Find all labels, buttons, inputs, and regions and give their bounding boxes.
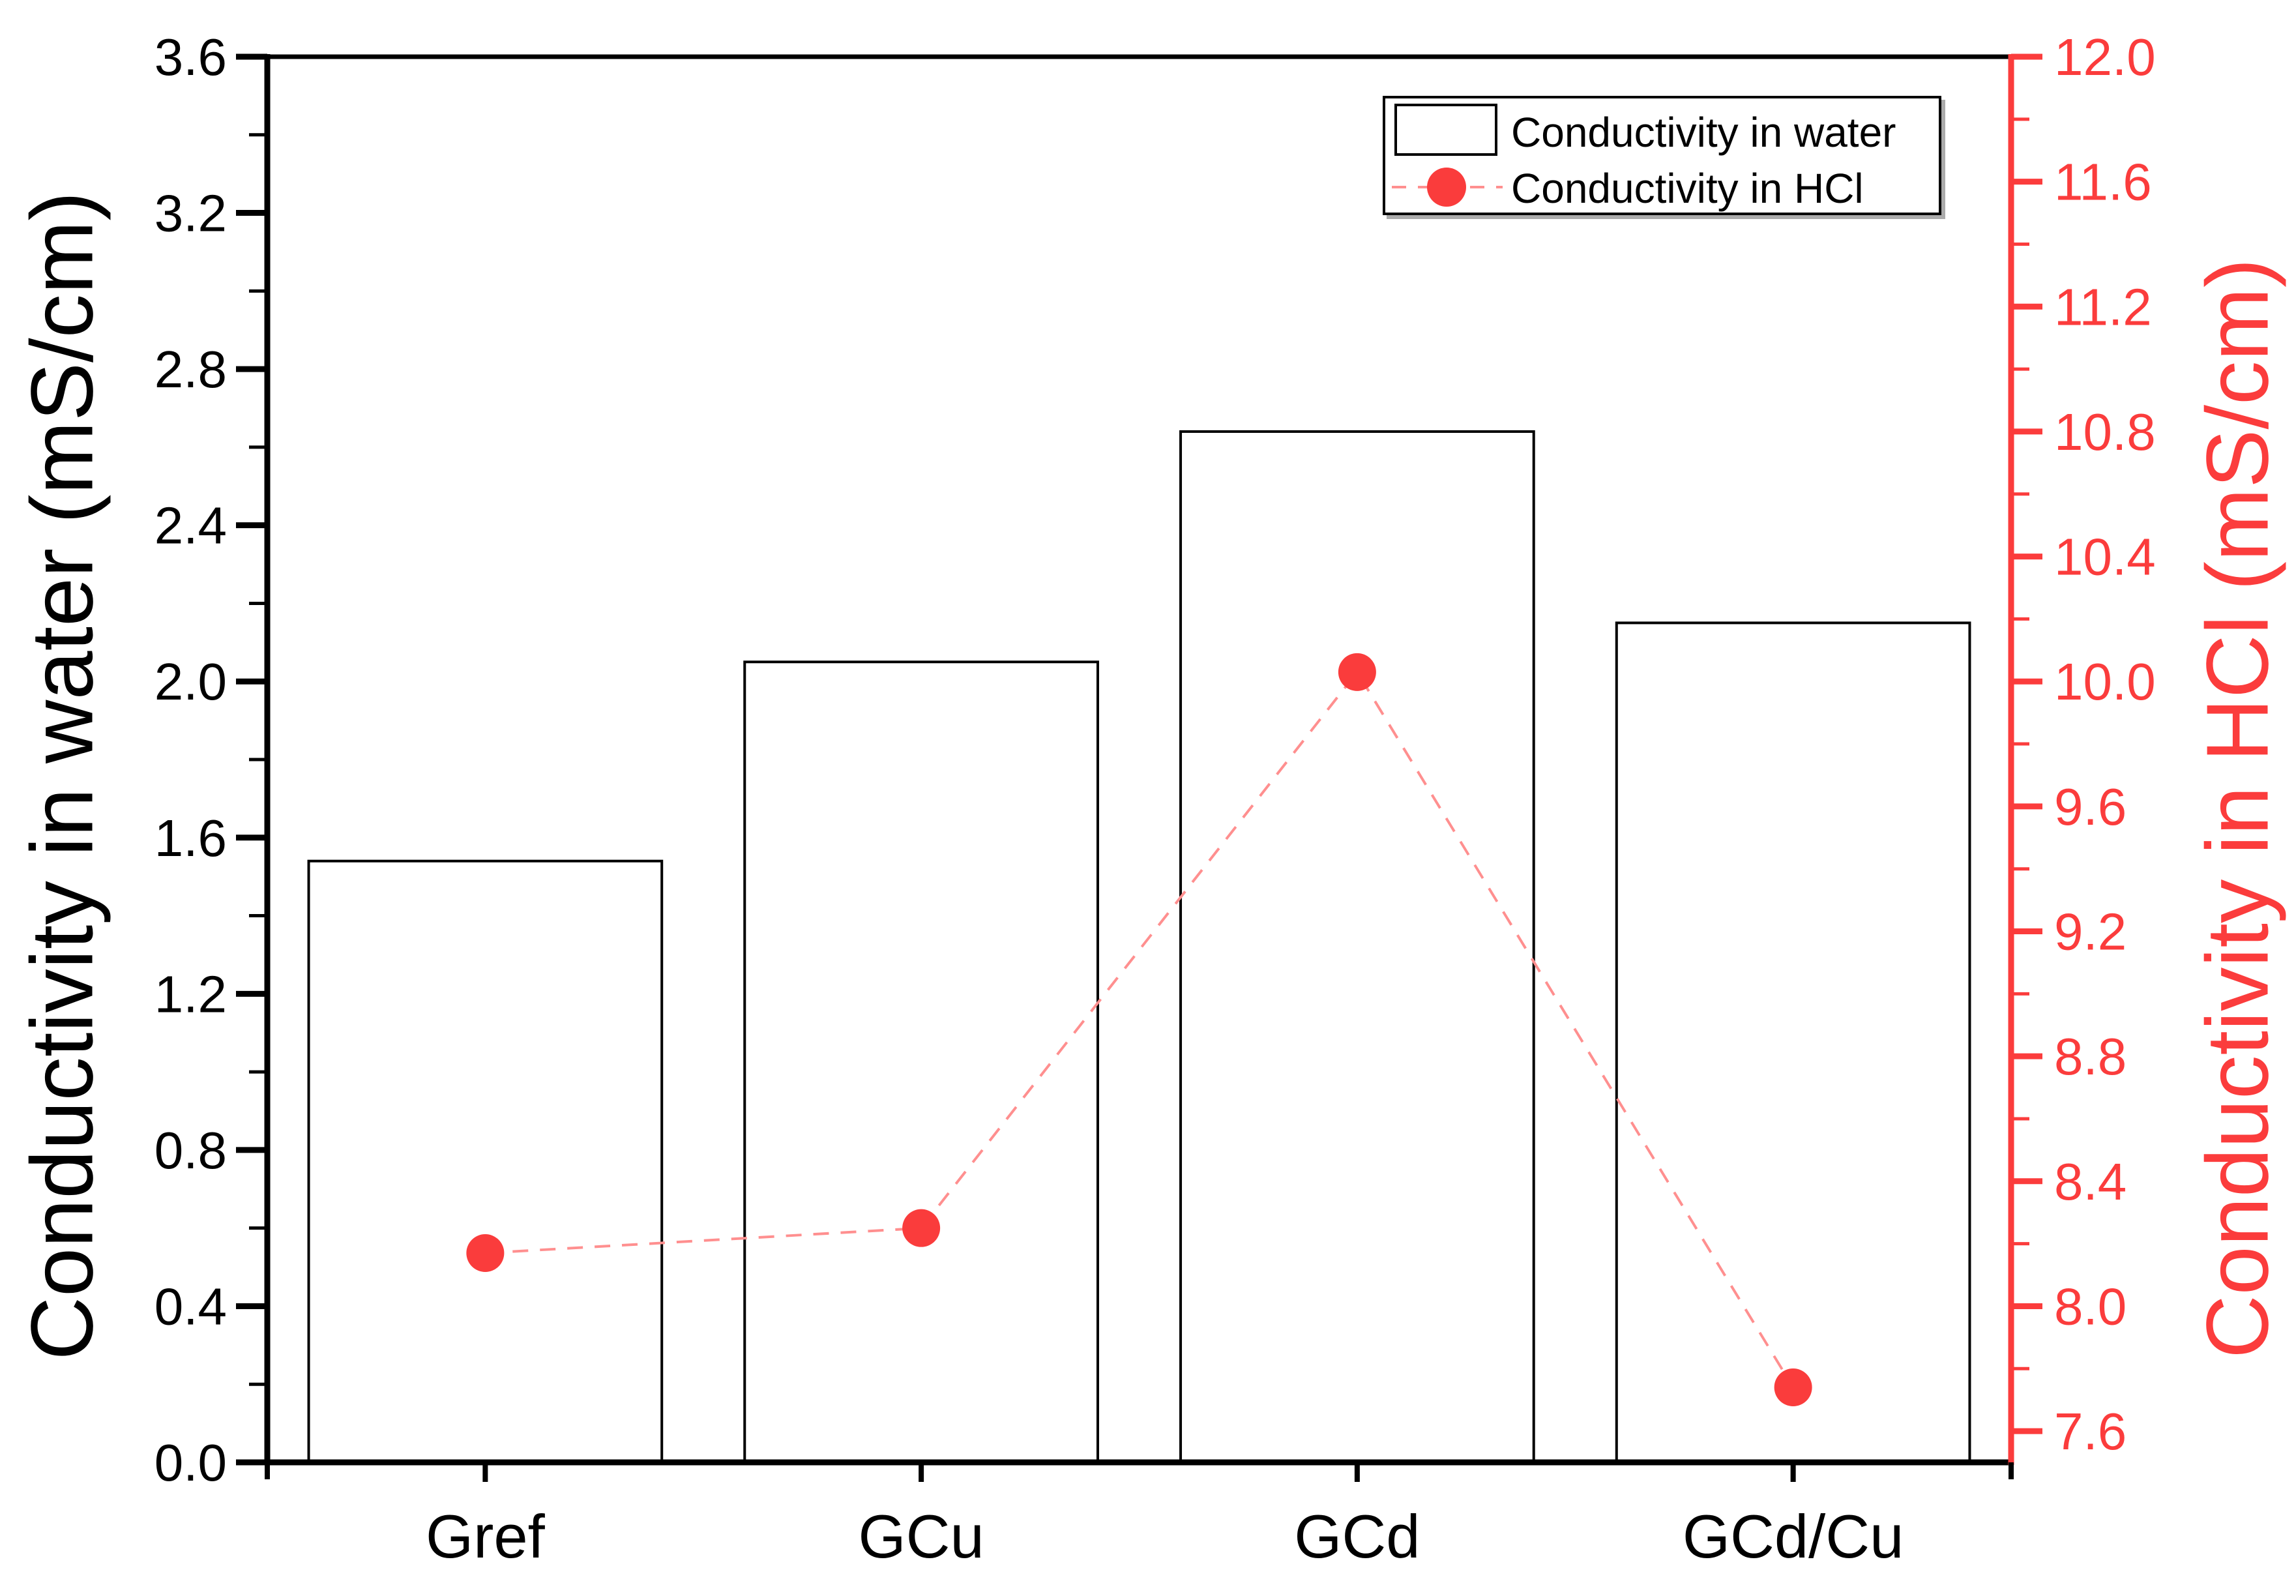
x-category-label-Gref: Gref — [426, 1502, 546, 1571]
left-tick-label: 2.0 — [155, 653, 227, 711]
bar-GCd — [1179, 430, 1535, 1464]
right-axis-title: Conductivity in HCl (mS/cm) — [2188, 258, 2287, 1359]
hcl-marker-GCu — [902, 1209, 941, 1247]
bar-GCu — [743, 660, 1099, 1464]
bar-GCd/Cu — [1615, 621, 1971, 1464]
legend-swatch-water-bar — [1394, 104, 1497, 156]
right-tick-label: 8.8 — [2054, 1027, 2127, 1086]
left-tick-label: 0.8 — [155, 1121, 227, 1179]
right-tick-label: 10.4 — [2054, 528, 2156, 586]
left-tick-label: 2.8 — [155, 340, 227, 398]
hcl-marker-GCd/Cu — [1774, 1368, 1812, 1407]
left-tick-label: 3.2 — [155, 185, 227, 243]
right-tick-label: 11.2 — [2054, 278, 2152, 336]
left-tick-label: 0.0 — [155, 1434, 227, 1492]
hcl-marker-GCd — [1338, 653, 1376, 691]
x-category-label-GCd: GCd — [1294, 1502, 1420, 1571]
legend-marker-hcl-icon — [1427, 168, 1466, 207]
left-tick-label: 2.4 — [155, 497, 227, 555]
x-category-label-GCu: GCu — [858, 1502, 984, 1571]
left-axis-title: Conductivity in water (mS/cm) — [12, 191, 111, 1361]
hcl-marker-Gref — [466, 1234, 505, 1272]
right-tick-label: 10.0 — [2054, 653, 2156, 711]
right-tick-label: 9.2 — [2054, 903, 2127, 961]
right-tick-label: 7.6 — [2054, 1402, 2127, 1460]
right-tick-label: 11.6 — [2054, 153, 2152, 211]
left-tick-label: 1.2 — [155, 965, 227, 1023]
left-tick-label: 0.4 — [155, 1277, 227, 1335]
left-tick-label: 3.6 — [155, 28, 227, 86]
left-tick-label: 1.6 — [155, 809, 227, 867]
legend: Conductivity in water Conductivity in HC… — [1383, 96, 1941, 215]
legend-label-hcl: Conductivity in HCl — [1511, 165, 1864, 212]
hcl-line — [485, 670, 1795, 1389]
right-tick-label: 8.4 — [2054, 1153, 2127, 1211]
x-category-label-GCd/Cu: GCd/Cu — [1683, 1502, 1904, 1571]
right-tick-label: 9.6 — [2054, 778, 2127, 836]
legend-label-water: Conductivity in water — [1511, 109, 1896, 156]
right-tick-label: 10.8 — [2054, 403, 2156, 461]
right-tick-label: 8.0 — [2054, 1277, 2127, 1335]
right-tick-label: 12.0 — [2054, 28, 2156, 86]
bar-Gref — [307, 859, 664, 1464]
